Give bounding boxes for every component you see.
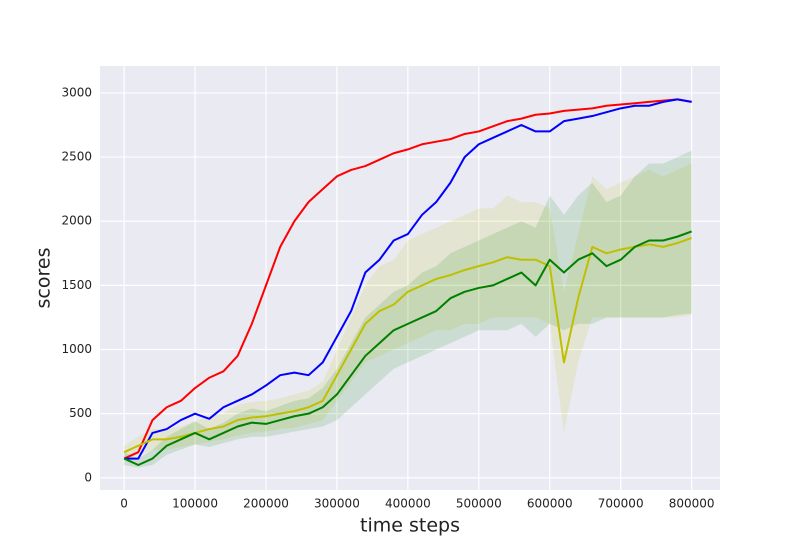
x-tick-label: 0 <box>120 497 128 511</box>
series-line <box>123 230 692 466</box>
y-axis-title: scores <box>33 248 55 309</box>
series-line <box>123 236 692 454</box>
y-tick-label: 2000 <box>61 214 92 228</box>
y-tick-label: 2500 <box>61 150 92 164</box>
x-tick-label: 100000 <box>172 497 218 511</box>
y-tick-label: 1500 <box>61 278 92 292</box>
x-tick-label: 800000 <box>669 497 715 511</box>
x-tick-label: 400000 <box>385 497 431 511</box>
confidence-band <box>124 163 692 459</box>
y-tick-label: 500 <box>69 406 92 420</box>
y-tick-label: 3000 <box>61 85 92 99</box>
series-line <box>124 98 692 460</box>
confidence-band <box>124 150 692 468</box>
x-tick-label: 600000 <box>527 497 573 511</box>
y-tick-label: 0 <box>84 470 92 484</box>
x-tick-label: 500000 <box>456 497 502 511</box>
plot-area <box>100 66 720 490</box>
series-line <box>123 98 692 460</box>
x-tick-label: 700000 <box>598 497 644 511</box>
x-tick-label: 200000 <box>243 497 289 511</box>
x-tick-label: 300000 <box>314 497 360 511</box>
y-tick-label: 1000 <box>61 342 92 356</box>
x-axis-title: time steps <box>360 515 460 537</box>
